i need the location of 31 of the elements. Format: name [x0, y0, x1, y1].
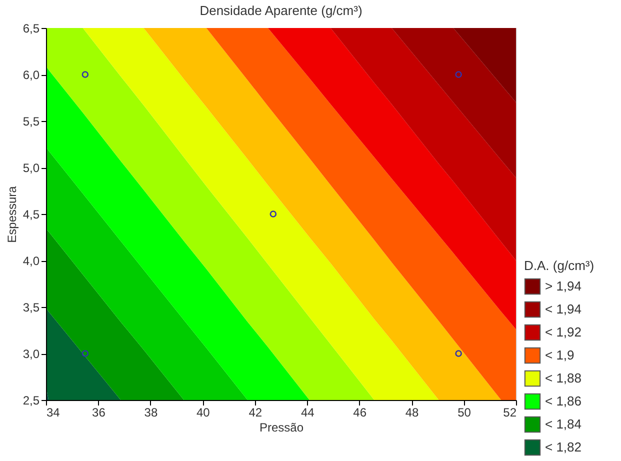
- legend-label: > 1,94: [545, 278, 582, 294]
- y-tick-label: 6,5: [22, 22, 40, 36]
- x-tick-label: 40: [196, 406, 210, 420]
- x-tick-label: 52: [503, 406, 517, 420]
- x-tick-label: 46: [353, 406, 367, 420]
- x-tick-label: 50: [458, 406, 472, 420]
- y-tick-label: 2,5: [22, 394, 40, 408]
- x-tick-label: 44: [300, 406, 315, 420]
- legend-label: < 1,94: [545, 302, 582, 316]
- x-tick-label: 34: [46, 406, 60, 420]
- legend-label: < 1,86: [545, 394, 582, 408]
- y-tick-label: 3,5: [22, 300, 40, 314]
- x-tick-label: 38: [144, 406, 158, 420]
- legend-label: < 1,9: [545, 348, 574, 362]
- legend-label: < 1,82: [545, 440, 582, 454]
- y-tick-label: 5,0: [22, 161, 40, 175]
- x-axis-title: Pressão: [259, 420, 304, 434]
- legend-title: D.A. (g/cm³): [524, 258, 594, 273]
- chart-title: Densidade Aparente (g/cm³): [200, 3, 362, 18]
- legend-label: < 1,92: [545, 324, 582, 340]
- y-tick-label: 4,0: [22, 254, 40, 268]
- y-tick-label: 3,0: [22, 347, 40, 361]
- y-axis-title: Espessura: [4, 186, 19, 243]
- y-tick-label: 4,5: [22, 208, 40, 222]
- x-tick-label: 42: [248, 406, 262, 420]
- legend-label: < 1,88: [545, 370, 582, 386]
- x-tick-label: 48: [405, 406, 420, 420]
- x-tick-label: 36: [92, 406, 106, 420]
- y-tick-label: 5,5: [22, 114, 40, 128]
- legend-label: < 1,84: [545, 416, 582, 432]
- y-tick-label: 6,0: [22, 68, 40, 82]
